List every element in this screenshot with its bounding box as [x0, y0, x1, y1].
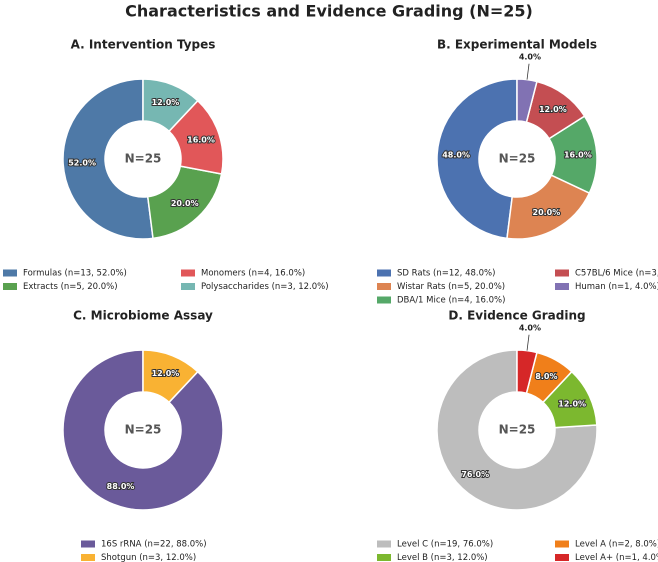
legend-swatch [181, 269, 195, 277]
legend-label: 16S rRNA (n=22, 88.0%) [101, 540, 207, 550]
legend-label: Level A (n=2, 8.0%) [575, 540, 658, 550]
legend-label: SD Rats (n=12, 48.0%) [397, 269, 495, 279]
center-label: N=25 [499, 152, 536, 166]
leader-line [526, 63, 530, 80]
value-label: 12.0% [152, 369, 180, 378]
panel-title: A. Intervention Types [71, 38, 216, 52]
value-label: 4.0% [519, 52, 541, 61]
value-label: 52.0% [68, 158, 96, 167]
value-label: 4.0% [519, 323, 541, 332]
legend-swatch [377, 554, 391, 561]
donut-wedge [436, 349, 598, 511]
value-label: 8.0% [535, 372, 557, 381]
leader-line [526, 334, 530, 351]
center-label: N=25 [125, 423, 162, 437]
legend-label: DBA/1 Mice (n=4, 16.0%) [397, 296, 505, 306]
value-label: 20.0% [171, 199, 199, 208]
legend-swatch [81, 540, 95, 548]
figure-title: Characteristics and Evidence Grading (N=… [125, 2, 533, 21]
legend-label: Extracts (n=5, 20.0%) [23, 282, 118, 292]
center-label: N=25 [125, 152, 162, 166]
legend-swatch [555, 269, 569, 277]
legend-label: Polysaccharides (n=3, 12.0%) [201, 282, 329, 292]
panel-title: B. Experimental Models [437, 38, 597, 52]
value-label: 20.0% [533, 208, 561, 217]
legend-label: Human (n=1, 4.0%) [575, 282, 658, 292]
panel-title: D. Evidence Grading [448, 309, 585, 323]
legend-label: Formulas (n=13, 52.0%) [23, 269, 127, 279]
value-label: 16.0% [564, 151, 592, 160]
legend-swatch [555, 540, 569, 548]
legend-label: Level A+ (n=1, 4.0%) [575, 553, 658, 562]
donut-wedge [436, 78, 518, 240]
legend-swatch [555, 554, 569, 561]
legend-swatch [181, 283, 195, 290]
legend-swatch [377, 283, 391, 290]
legend-label: Level C (n=19, 76.0%) [397, 540, 493, 550]
value-label: 48.0% [442, 151, 470, 160]
legend-swatch [555, 283, 569, 290]
donut-wedge [62, 78, 154, 240]
legend-label: C57BL/6 Mice (n=3, 12.0%) [575, 269, 658, 279]
value-label: 88.0% [107, 482, 135, 491]
value-label: 12.0% [539, 105, 567, 114]
legend-label: Wistar Rats (n=5, 20.0%) [397, 282, 505, 292]
donut-wedge [142, 78, 199, 133]
legend-swatch [377, 296, 391, 304]
donut-wedge [516, 78, 538, 124]
legend-swatch [377, 269, 391, 277]
donut-wedge [142, 349, 199, 404]
donut-wedge [516, 349, 538, 395]
value-label: 16.0% [187, 136, 215, 145]
center-label: N=25 [499, 423, 536, 437]
donut-wedge [62, 349, 224, 511]
legend-label: Shotgun (n=3, 12.0%) [101, 553, 196, 562]
legend-swatch [3, 283, 17, 290]
legend-swatch [377, 540, 391, 548]
value-label: 76.0% [461, 470, 489, 479]
legend-swatch [3, 269, 17, 277]
value-label: 12.0% [558, 400, 586, 409]
legend-label: Monomers (n=4, 16.0%) [201, 269, 305, 279]
legend-label: Level B (n=3, 12.0%) [397, 553, 488, 562]
value-label: 12.0% [152, 98, 180, 107]
panel-title: C. Microbiome Assay [73, 309, 213, 323]
legend-swatch [81, 554, 95, 561]
